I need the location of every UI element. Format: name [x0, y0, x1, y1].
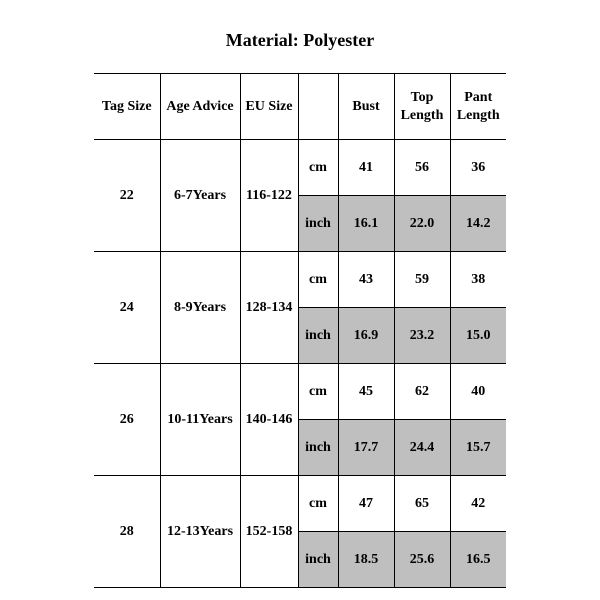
table-row: 28 12-13Years 152-158 cm 47 65 42	[94, 476, 506, 532]
cell-pant-inch: 15.0	[450, 308, 506, 364]
cell-pant-inch: 14.2	[450, 196, 506, 252]
cell-unit-inch: inch	[298, 532, 338, 588]
cell-top-inch: 22.0	[394, 196, 450, 252]
col-tag: Tag Size	[94, 74, 160, 140]
cell-top-cm: 65	[394, 476, 450, 532]
cell-eu: 128-134	[240, 252, 298, 364]
cell-bust-inch: 17.7	[338, 420, 394, 476]
cell-bust-inch: 16.1	[338, 196, 394, 252]
cell-unit-cm: cm	[298, 364, 338, 420]
col-top: Top Length	[394, 74, 450, 140]
cell-age: 6-7Years	[160, 140, 240, 252]
cell-pant-inch: 16.5	[450, 532, 506, 588]
cell-unit-inch: inch	[298, 308, 338, 364]
cell-age: 12-13Years	[160, 476, 240, 588]
cell-eu: 116-122	[240, 140, 298, 252]
table-row: 22 6-7Years 116-122 cm 41 56 36	[94, 140, 506, 196]
cell-bust-cm: 41	[338, 140, 394, 196]
table-row: 26 10-11Years 140-146 cm 45 62 40	[94, 364, 506, 420]
cell-bust-cm: 47	[338, 476, 394, 532]
cell-unit-inch: inch	[298, 420, 338, 476]
cell-pant-cm: 38	[450, 252, 506, 308]
cell-pant-inch: 15.7	[450, 420, 506, 476]
cell-tag: 28	[94, 476, 160, 588]
cell-top-inch: 25.6	[394, 532, 450, 588]
col-bust: Bust	[338, 74, 394, 140]
cell-tag: 26	[94, 364, 160, 476]
cell-top-inch: 23.2	[394, 308, 450, 364]
cell-top-cm: 56	[394, 140, 450, 196]
cell-tag: 24	[94, 252, 160, 364]
cell-unit-cm: cm	[298, 252, 338, 308]
cell-unit-cm: cm	[298, 476, 338, 532]
header-row: Tag Size Age Advice EU Size Bust Top Len…	[94, 74, 506, 140]
cell-pant-cm: 42	[450, 476, 506, 532]
cell-age: 8-9Years	[160, 252, 240, 364]
cell-top-cm: 59	[394, 252, 450, 308]
size-table: Tag Size Age Advice EU Size Bust Top Len…	[94, 73, 506, 588]
cell-unit-inch: inch	[298, 196, 338, 252]
cell-top-cm: 62	[394, 364, 450, 420]
cell-top-inch: 24.4	[394, 420, 450, 476]
cell-pant-cm: 36	[450, 140, 506, 196]
col-unit	[298, 74, 338, 140]
col-eu: EU Size	[240, 74, 298, 140]
cell-unit-cm: cm	[298, 140, 338, 196]
cell-bust-inch: 16.9	[338, 308, 394, 364]
page-title: Material: Polyester	[0, 0, 600, 73]
cell-bust-cm: 45	[338, 364, 394, 420]
cell-eu: 140-146	[240, 364, 298, 476]
cell-pant-cm: 40	[450, 364, 506, 420]
col-age: Age Advice	[160, 74, 240, 140]
cell-eu: 152-158	[240, 476, 298, 588]
cell-tag: 22	[94, 140, 160, 252]
cell-bust-cm: 43	[338, 252, 394, 308]
col-pant: Pant Length	[450, 74, 506, 140]
table-row: 24 8-9Years 128-134 cm 43 59 38	[94, 252, 506, 308]
cell-bust-inch: 18.5	[338, 532, 394, 588]
cell-age: 10-11Years	[160, 364, 240, 476]
